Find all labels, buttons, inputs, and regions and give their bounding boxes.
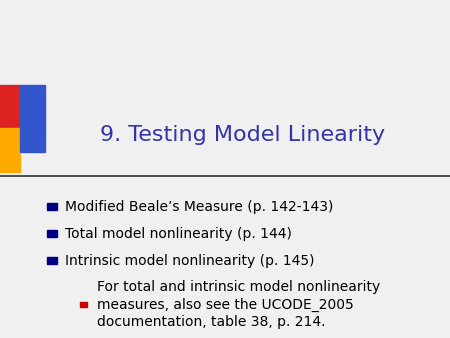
Text: 9. Testing Model Linearity: 9. Testing Model Linearity	[100, 125, 386, 145]
Text: Modified Beale’s Measure (p. 142-143): Modified Beale’s Measure (p. 142-143)	[65, 199, 333, 214]
Bar	[0, 128, 20, 172]
Bar	[47, 230, 57, 237]
Text: Intrinsic model nonlinearity (p. 145): Intrinsic model nonlinearity (p. 145)	[65, 254, 315, 268]
Bar	[47, 257, 57, 264]
Bar	[20, 84, 45, 152]
Bar	[80, 302, 87, 307]
Bar	[0, 84, 20, 128]
Bar	[47, 203, 57, 210]
Text: For total and intrinsic model nonlinearity
measures, also see the UCODE_2005
doc: For total and intrinsic model nonlineari…	[97, 280, 380, 330]
Text: Total model nonlinearity (p. 144): Total model nonlinearity (p. 144)	[65, 226, 292, 241]
